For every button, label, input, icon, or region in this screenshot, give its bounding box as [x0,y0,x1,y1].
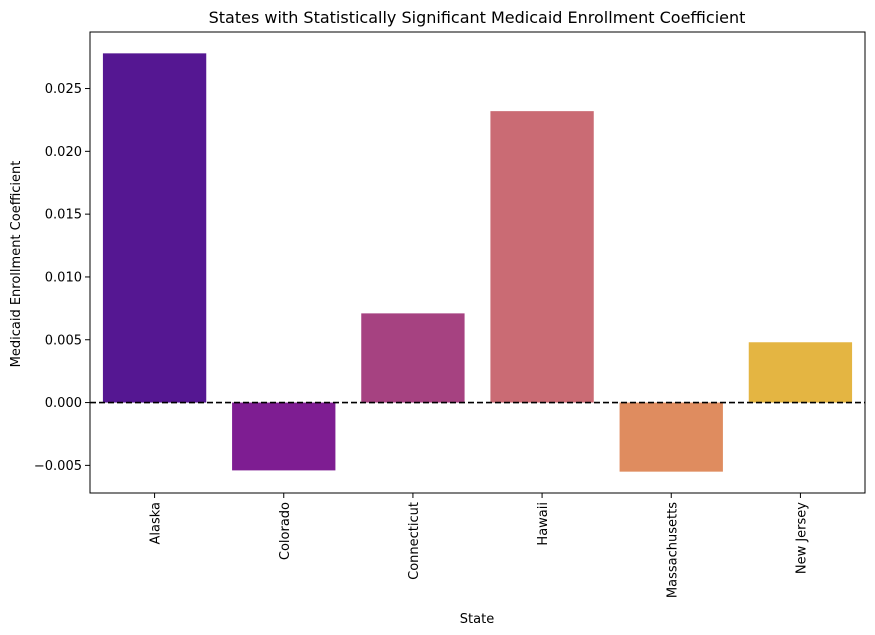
x-tick-label: Massachusetts [665,502,680,598]
x-tick-label: Connecticut [407,502,422,580]
plot-frame [89,31,866,494]
bar-colorado [232,402,336,471]
y-tick-label: 0.015 [45,208,82,223]
x-tick-label: Hawaii [536,502,551,546]
y-tick-label: 0.005 [45,333,82,348]
x-axis-label: State [460,612,494,627]
y-tick-label: 0.025 [45,82,82,97]
bar-hawaii [490,111,594,403]
bar-new-jersey [748,342,853,403]
bar-alaska [102,53,207,403]
y-tick-label: −0.005 [34,459,82,474]
plot-area: −0.005 0.000 0.005 0.010 0.015 0.020 0.025 Alas… [34,31,866,598]
x-tick-label: Alaska [149,502,164,545]
x-tick-label: Colorado [278,502,293,560]
chart-title: States with Statistically Significant Me… [209,8,746,27]
bar-connecticut [361,313,465,403]
x-tick-label: New Jersey [794,502,809,574]
bar-massachusetts [619,402,723,472]
y-tick-label: 0.020 [45,145,82,160]
y-axis-label: Medicaid Enrollment Coefficient [9,161,24,368]
y-tick-label: 0.010 [45,270,82,285]
y-tick-label: 0.000 [45,396,82,411]
